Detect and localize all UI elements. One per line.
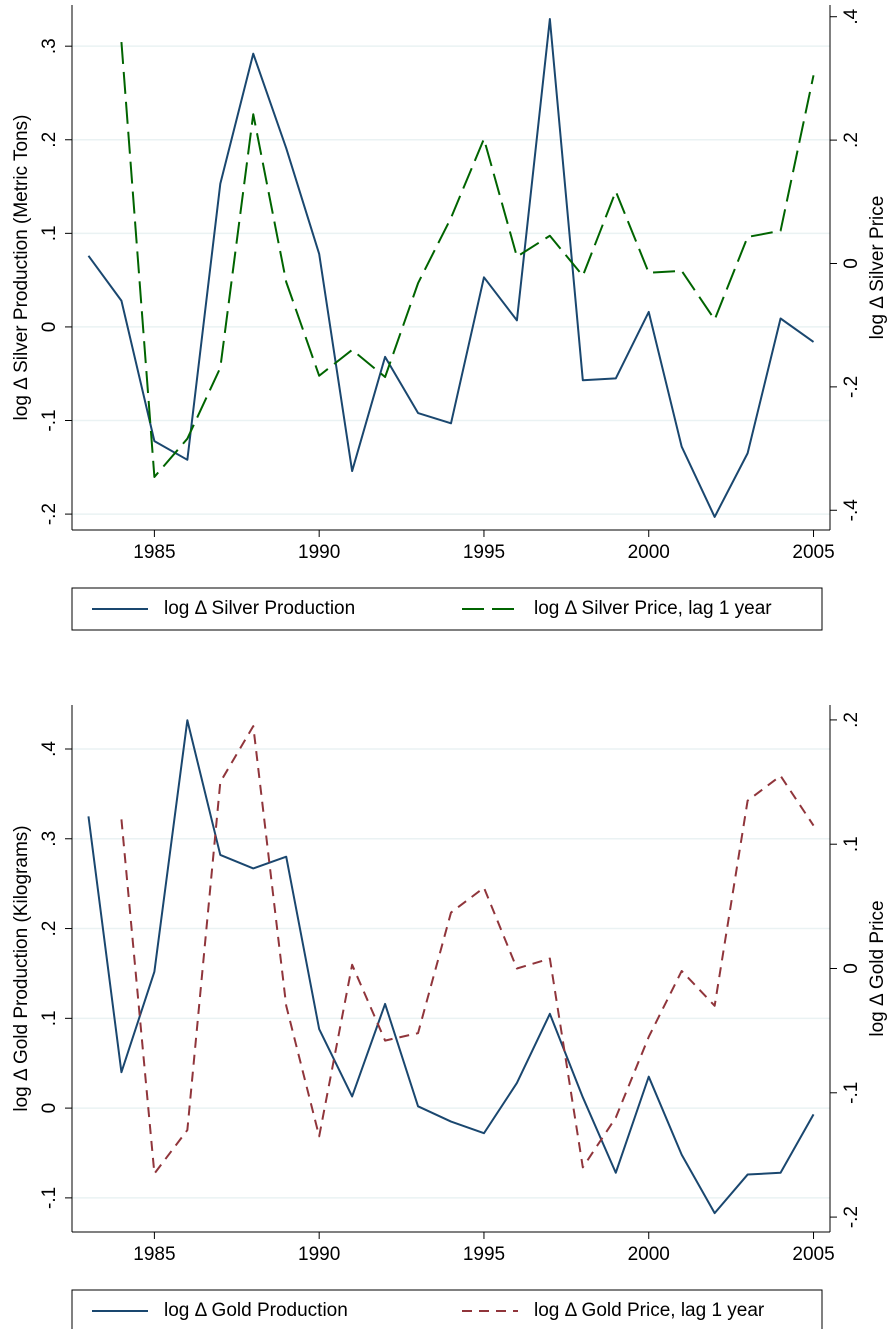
y2-tick-label: -.4 xyxy=(841,499,862,522)
y2-tick-label: -.2 xyxy=(841,1206,862,1228)
y-axis-title: log Δ Gold Production (Kilograms) xyxy=(11,825,32,1111)
series-line xyxy=(87,18,815,518)
x-tick-label: 1990 xyxy=(298,1244,340,1265)
y-tick-label: .3 xyxy=(39,38,60,54)
legend-label: log Δ Gold Price, lag 1 year xyxy=(534,1300,765,1321)
y-tick-label: .1 xyxy=(39,225,60,241)
x-tick-label: 2000 xyxy=(628,1244,670,1265)
x-tick-label: 1995 xyxy=(463,542,505,563)
y2-tick-label: .2 xyxy=(841,132,862,148)
x-tick-label: 1995 xyxy=(463,1244,505,1265)
legend-label: log Δ Gold Production xyxy=(164,1300,348,1321)
y-tick-label: -.1 xyxy=(39,409,60,431)
y-tick-label: .2 xyxy=(39,132,60,148)
legend-box xyxy=(71,587,823,631)
y-axis-title: log Δ Silver Production (Metric Tons) xyxy=(11,115,32,421)
series-line xyxy=(87,719,815,1215)
legend-label: log Δ Silver Price, lag 1 year xyxy=(534,598,772,619)
y2-tick-label: -.1 xyxy=(841,1082,862,1104)
x-tick-label: 1985 xyxy=(133,542,175,563)
x-tick-label: 2000 xyxy=(628,542,670,563)
y-tick-label: .1 xyxy=(39,1010,60,1026)
y2-axis-title: log Δ Silver Price xyxy=(867,196,888,340)
y-tick-label: .4 xyxy=(39,741,60,757)
series-line xyxy=(120,725,815,1175)
y-tick-label: 0 xyxy=(39,1103,60,1114)
x-tick-label: 2005 xyxy=(792,1244,834,1265)
y2-tick-label: -.2 xyxy=(841,376,862,398)
legend-box xyxy=(71,1289,823,1329)
legend-label: log Δ Silver Production xyxy=(164,598,355,619)
y-tick-label: .2 xyxy=(39,921,60,937)
y2-tick-label: .4 xyxy=(841,8,862,24)
y-tick-label: -.2 xyxy=(39,503,60,525)
y-tick-label: -.1 xyxy=(39,1187,60,1209)
y2-tick-label: 0 xyxy=(841,963,862,974)
y2-tick-label: .1 xyxy=(841,836,862,852)
x-tick-label: 1985 xyxy=(133,1244,175,1265)
x-tick-label: 1990 xyxy=(298,542,340,563)
y2-tick-label: 0 xyxy=(841,258,862,269)
y2-axis-title: log Δ Gold Price xyxy=(867,900,888,1036)
x-tick-label: 2005 xyxy=(792,542,834,563)
y-tick-label: .3 xyxy=(39,831,60,847)
y2-tick-label: .2 xyxy=(841,712,862,728)
series-line xyxy=(120,41,815,478)
y-tick-label: 0 xyxy=(39,322,60,333)
